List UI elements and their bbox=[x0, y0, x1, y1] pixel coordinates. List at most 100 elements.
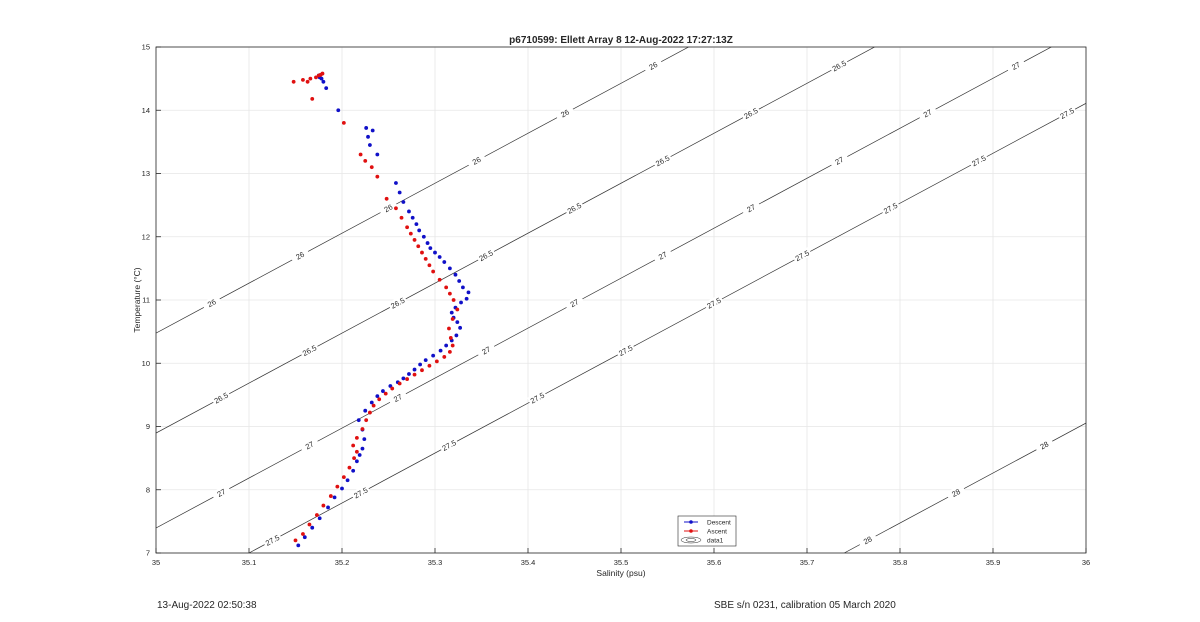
contour-line-26 bbox=[156, 47, 690, 334]
data-point-descent bbox=[321, 79, 326, 84]
data-point-ascent bbox=[448, 336, 453, 340]
data-point-ascent bbox=[405, 225, 409, 230]
y-tick-label: 14 bbox=[142, 106, 150, 115]
data-point-descent bbox=[454, 333, 459, 338]
contour-label: 26 bbox=[647, 60, 659, 72]
y-axis-label: Temperature (°C) bbox=[132, 267, 142, 332]
data-point-descent bbox=[310, 525, 315, 530]
data-point-descent bbox=[459, 300, 463, 305]
data-point-descent bbox=[438, 348, 443, 353]
contour-label: 27 bbox=[745, 202, 757, 214]
data-point-ascent bbox=[360, 427, 365, 431]
data-point-descent bbox=[366, 134, 370, 139]
data-point-ascent bbox=[328, 494, 333, 498]
data-point-ascent bbox=[399, 215, 404, 220]
data-point-ascent bbox=[434, 359, 439, 364]
legend-label-contour: data1 bbox=[707, 538, 724, 545]
data-point-ascent bbox=[427, 363, 432, 368]
data-point-descent bbox=[296, 543, 301, 548]
contour-label: 26 bbox=[471, 155, 483, 167]
y-tick-label: 11 bbox=[142, 296, 150, 305]
data-point-ascent bbox=[320, 71, 325, 76]
y-tick-label: 15 bbox=[142, 43, 150, 52]
data-point-descent bbox=[381, 389, 385, 393]
x-tick-label: 36 bbox=[1082, 558, 1090, 567]
data-point-ascent bbox=[310, 96, 315, 101]
data-point-descent bbox=[444, 343, 449, 348]
contour-label: 26 bbox=[294, 250, 306, 262]
data-point-ascent bbox=[307, 522, 312, 527]
x-axis-label: Salinity (psu) bbox=[596, 568, 645, 578]
y-tick-label: 10 bbox=[142, 359, 150, 368]
data-point-descent bbox=[421, 234, 426, 239]
data-point-ascent bbox=[423, 256, 428, 261]
data-point-descent bbox=[457, 279, 462, 283]
x-tick-label: 35.3 bbox=[428, 558, 443, 567]
data-point-descent bbox=[340, 486, 344, 491]
data-point-ascent bbox=[447, 349, 452, 354]
data-point-descent bbox=[417, 228, 422, 233]
contour-label: 27 bbox=[216, 487, 228, 499]
contour-label: 28 bbox=[950, 487, 962, 499]
data-point-descent bbox=[423, 358, 428, 362]
contour-label: 27 bbox=[392, 392, 404, 404]
data-point-descent bbox=[370, 128, 375, 133]
data-point-ascent bbox=[321, 503, 326, 508]
data-point-descent bbox=[453, 272, 458, 277]
data-point-ascent bbox=[375, 174, 380, 179]
data-point-ascent bbox=[405, 377, 409, 381]
contour-label: 27 bbox=[480, 345, 492, 357]
data-point-ascent bbox=[397, 381, 402, 386]
data-point-descent bbox=[447, 266, 452, 271]
data-point-descent bbox=[368, 143, 372, 147]
data-point-descent bbox=[364, 126, 369, 130]
data-point-descent bbox=[437, 255, 442, 259]
data-point-ascent bbox=[335, 484, 340, 489]
data-point-descent bbox=[375, 152, 380, 157]
data-point-descent bbox=[324, 86, 329, 91]
x-tick-label: 35 bbox=[152, 558, 160, 567]
data-point-descent bbox=[351, 468, 356, 473]
data-point-ascent bbox=[420, 368, 424, 373]
y-tick-label: 8 bbox=[146, 485, 150, 494]
x-tick-label: 35.6 bbox=[707, 558, 722, 567]
data-point-descent bbox=[332, 495, 337, 500]
legend-marker-ascent bbox=[689, 529, 693, 533]
data-point-ascent bbox=[394, 206, 398, 211]
data-point-ascent bbox=[314, 75, 318, 80]
data-point-ascent bbox=[314, 513, 319, 517]
data-point-ascent bbox=[363, 158, 368, 163]
data-point-ascent bbox=[450, 317, 455, 321]
legend: Descent Ascent data1 bbox=[677, 515, 737, 547]
y-tick-label: 13 bbox=[142, 169, 150, 178]
data-point-ascent bbox=[368, 410, 372, 415]
x-tick-label: 35.8 bbox=[893, 558, 908, 567]
data-point-ascent bbox=[437, 277, 442, 282]
data-point-ascent bbox=[305, 79, 310, 84]
x-tick-label: 35.7 bbox=[800, 558, 815, 567]
contour-label: 26 bbox=[559, 107, 571, 119]
data-point-descent bbox=[466, 290, 471, 295]
density-contours bbox=[156, 47, 1086, 553]
contour-label: 27 bbox=[1010, 60, 1022, 72]
contour-line-28 bbox=[844, 422, 1086, 553]
footer-timestamp: 13-Aug-2022 02:50:38 bbox=[157, 600, 257, 611]
data-point-descent bbox=[397, 190, 402, 195]
data-point-ascent bbox=[341, 121, 346, 125]
data-point-ascent bbox=[444, 285, 449, 290]
data-point-ascent bbox=[354, 449, 359, 454]
data-point-ascent bbox=[354, 435, 359, 440]
data-point-descent bbox=[326, 505, 330, 510]
data-point-descent bbox=[336, 108, 341, 113]
data-point-descent bbox=[375, 394, 380, 399]
data-point-descent bbox=[433, 250, 437, 255]
data-point-ascent bbox=[341, 475, 346, 479]
contour-label: 27 bbox=[657, 250, 669, 262]
data-point-descent bbox=[317, 516, 322, 521]
data-point-descent bbox=[442, 260, 447, 264]
data-point-ascent bbox=[369, 165, 374, 170]
data-point-descent bbox=[425, 241, 430, 245]
x-tick-label: 35.4 bbox=[521, 558, 536, 567]
data-point-ascent bbox=[384, 196, 389, 201]
